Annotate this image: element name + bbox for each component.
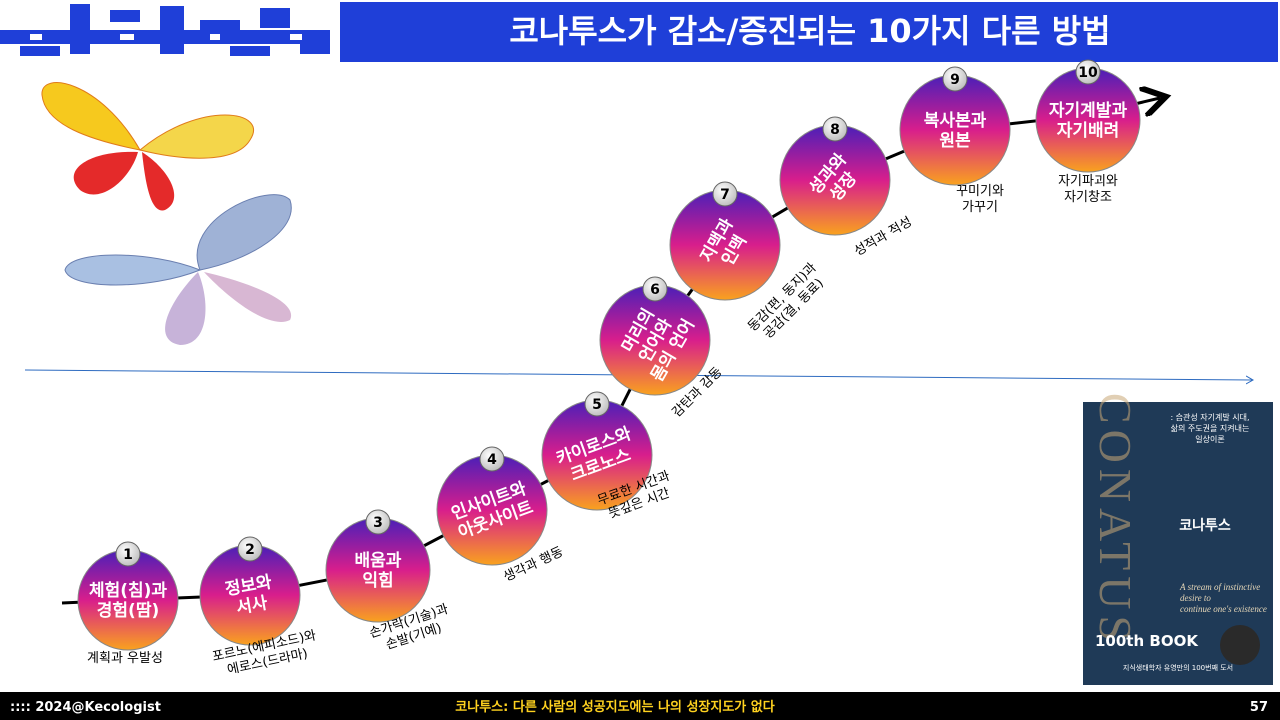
label-line: 자기배려: [1057, 121, 1120, 141]
node-number: 7: [720, 187, 730, 203]
book-letters: CONATUS: [1090, 393, 1141, 647]
node-number: 2: [245, 542, 255, 558]
number-badge: [365, 509, 391, 535]
footer-center: 코나투스: 다른 사람의 성공지도에는 나의 성장지도가 없다: [455, 699, 774, 715]
number-badge: [479, 446, 505, 472]
node-number: 1: [123, 547, 133, 563]
page-number: 57: [1250, 700, 1268, 715]
caption-line: 계획과 우발성: [87, 651, 163, 666]
number-badge: [822, 116, 848, 142]
number-badge: [712, 181, 738, 207]
node-number: 9: [950, 72, 960, 88]
node-caption: 자기파괴와 자기창조: [1058, 174, 1118, 205]
label-line: 체험(침)과: [89, 580, 167, 601]
number-badge: [642, 276, 668, 302]
number-badge: [1075, 59, 1101, 85]
node-number: 4: [487, 452, 497, 468]
subtitle-line: A stream of instinctive: [1179, 582, 1260, 592]
footer-bar: [0, 692, 1280, 720]
node-caption: 포르노(에피소드)와에로스(드라마): [211, 628, 321, 680]
node-caption: 계획과 우발성: [87, 651, 163, 666]
book-cover: CONATUS : 습관성 자기계발 시대, 삶의 주도권을 지켜내는 일상이론 코…: [1083, 393, 1273, 685]
book-series: 100th BOOK: [1095, 632, 1199, 650]
label-line: 익힘: [362, 570, 393, 591]
node-label: 배움과 익힘: [355, 551, 402, 591]
footer-left: :::: 2024@Kecologist: [10, 700, 161, 715]
label-line: 복사본과: [924, 111, 987, 131]
tagline-line: 일상이론: [1195, 434, 1224, 444]
book-title: 코나투스: [1179, 518, 1231, 534]
tagline-line: 삶의 주도권을 지켜내는: [1171, 423, 1250, 433]
tagline-line: : 습관성 자기계발 시대,: [1170, 412, 1249, 422]
label-line: 경험(땀): [97, 600, 159, 621]
node-number: 8: [830, 122, 840, 138]
caption-line: 꾸미기와: [956, 184, 1004, 199]
label-line: 배움과: [355, 551, 402, 571]
node-number: 6: [650, 282, 660, 298]
node-label: 복사본과 원본: [924, 111, 987, 151]
header-title: 코나투스가 감소/증진되는 10가지 다른 방법: [509, 12, 1110, 50]
header-bar: [340, 2, 1278, 62]
butterfly-1: [41, 82, 254, 211]
subtitle-line: desire to: [1180, 593, 1211, 603]
book-subtitle: A stream of instinctive desire to continue…: [1179, 582, 1267, 614]
book-note: 지식생태학자 유영만의 100번째 도서: [1123, 663, 1233, 672]
number-badge: [942, 66, 968, 92]
node-number: 10: [1078, 65, 1098, 81]
node-label: 자기계발과 자기배려: [1049, 101, 1128, 141]
pixel-gaps: [30, 34, 302, 40]
label-line: 원본: [939, 131, 971, 151]
caption-line: 자기창조: [1064, 190, 1112, 205]
node-number: 3: [373, 515, 383, 531]
node-label: 체험(침)과 경험(땀): [89, 580, 167, 621]
caption-line: 자기파괴와: [1058, 174, 1118, 189]
number-badge: [584, 391, 610, 417]
author-photo: [1220, 625, 1260, 665]
book-tagline: : 습관성 자기계발 시대, 삶의 주도권을 지켜내는 일상이론: [1170, 412, 1249, 444]
caption-line: 가꾸기: [962, 200, 998, 215]
number-badge: [237, 536, 263, 562]
label-line: 자기계발과: [1049, 101, 1128, 121]
node-number: 5: [592, 397, 602, 413]
butterfly-2: [64, 194, 292, 345]
number-badge: [115, 541, 141, 567]
pixel-pattern: [0, 4, 330, 56]
subtitle-line: continue one's existence: [1180, 604, 1267, 614]
node-caption: 꾸미기와 가꾸기: [956, 184, 1004, 215]
